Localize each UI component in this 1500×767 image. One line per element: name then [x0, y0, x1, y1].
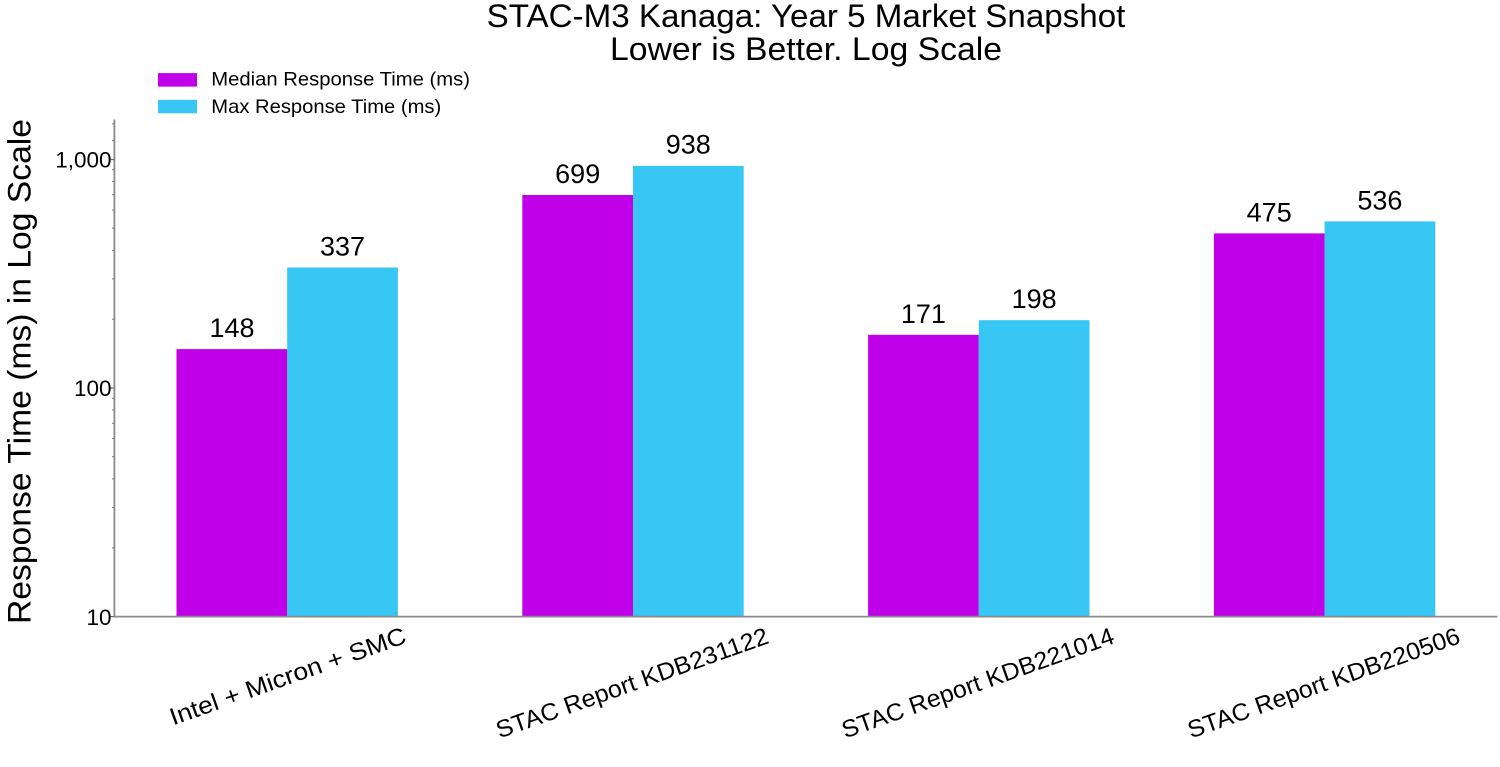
svg-text:Response Time (ms) in Log Scal: Response Time (ms) in Log Scale	[2, 119, 38, 624]
svg-text:337: 337	[320, 232, 365, 262]
svg-text:699: 699	[555, 159, 600, 189]
svg-text:475: 475	[1247, 197, 1292, 227]
svg-text:536: 536	[1357, 185, 1402, 215]
svg-text:Median Response Time (ms): Median Response Time (ms)	[211, 69, 470, 91]
svg-text:100: 100	[74, 376, 112, 401]
svg-text:1,000: 1,000	[55, 148, 111, 173]
svg-text:STAC-M3 Kanaga: Year 5 Market: STAC-M3 Kanaga: Year 5 Market Snapshot	[487, 0, 1126, 34]
svg-text:148: 148	[209, 313, 254, 343]
svg-text:Lower is Better. Log Scale: Lower is Better. Log Scale	[610, 31, 1002, 67]
svg-text:938: 938	[666, 130, 711, 160]
svg-text:198: 198	[1012, 284, 1057, 314]
svg-text:10: 10	[86, 605, 111, 630]
svg-text:171: 171	[901, 299, 946, 329]
svg-text:Max Response Time (ms): Max Response Time (ms)	[211, 96, 441, 118]
